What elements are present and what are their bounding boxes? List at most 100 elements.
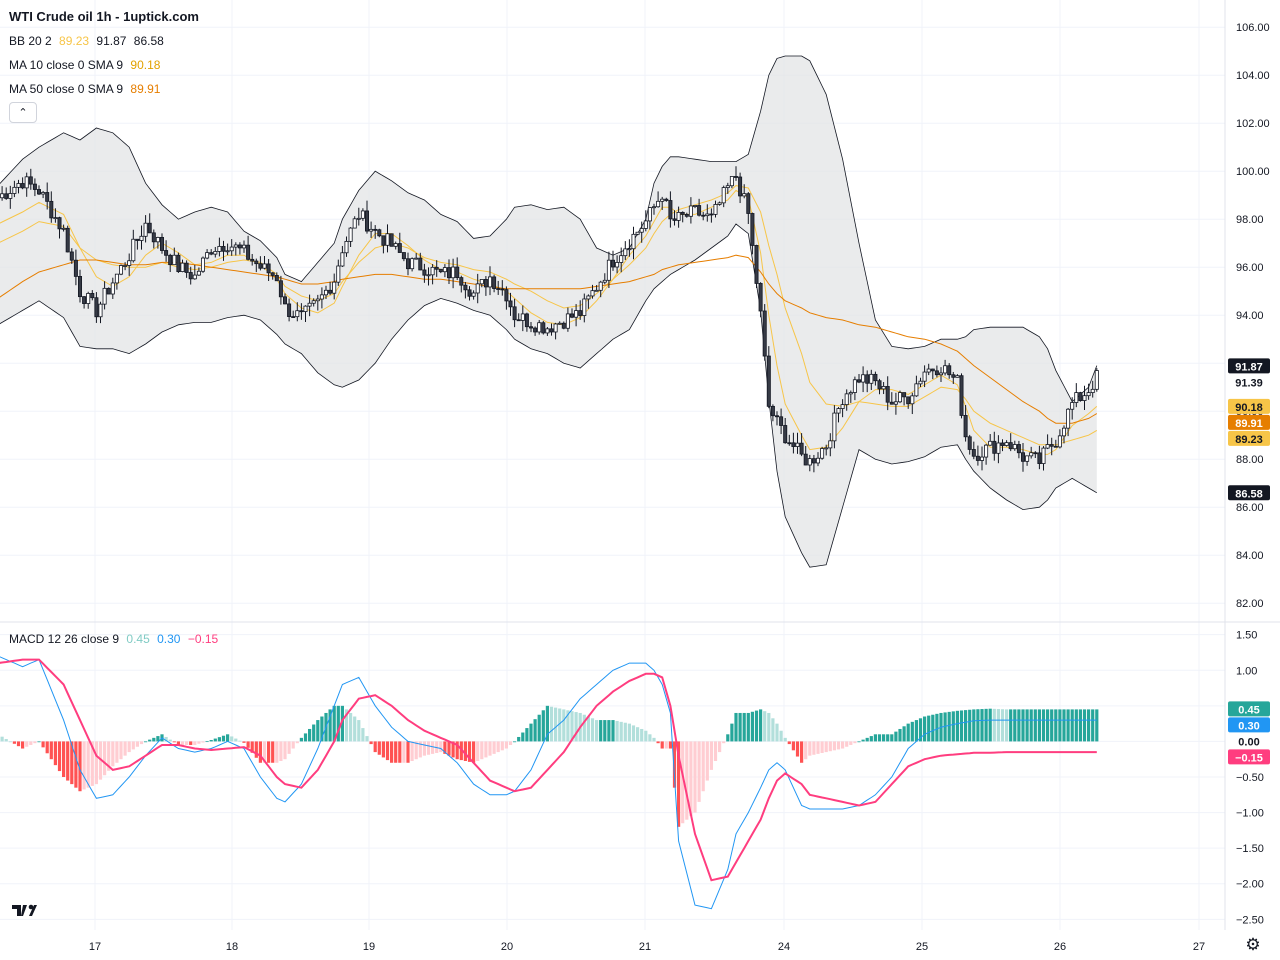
- macd-hist-bar: [472, 741, 476, 763]
- candle: [574, 304, 579, 327]
- macd-hist-bar: [262, 741, 267, 763]
- macd-hist-bar: [398, 741, 402, 763]
- macd-hist-bar: [49, 741, 53, 760]
- candle: [229, 239, 234, 256]
- value-tag: 91.87: [1228, 358, 1270, 374]
- candle: [852, 376, 857, 401]
- macd-legend[interactable]: MACD 12 26 close 9 0.45 0.30 −0.15: [9, 632, 222, 646]
- macd-hist-bar: [504, 741, 508, 749]
- macd-hist-bar: [996, 709, 1000, 742]
- macd-hist-bar: [681, 741, 685, 824]
- candle: [254, 258, 259, 273]
- macd-hist-bar: [340, 705, 344, 742]
- candle: [787, 434, 792, 446]
- candle: [688, 197, 693, 224]
- candle-body: [114, 273, 119, 284]
- candle-body: [611, 259, 616, 268]
- candle: [615, 255, 620, 274]
- candle-body: [816, 457, 821, 464]
- macd-hist-bar: [1087, 709, 1091, 742]
- candle-body: [123, 265, 128, 267]
- macd-hist-bar: [861, 739, 865, 742]
- candle: [619, 247, 624, 273]
- candle: [82, 296, 87, 309]
- macd-hist-bar: [1021, 709, 1025, 742]
- macd-hist-bar: [312, 724, 316, 742]
- macd-hist-bar: [57, 741, 62, 772]
- candle-body: [410, 258, 415, 270]
- candle-body: [487, 276, 492, 288]
- candle: [611, 250, 616, 271]
- candle-body: [102, 287, 107, 305]
- candle: [90, 290, 95, 301]
- candle: [996, 435, 1001, 464]
- candle: [389, 233, 394, 247]
- candle: [356, 207, 361, 226]
- candle: [717, 201, 722, 206]
- macd-hist-bar: [37, 741, 41, 743]
- candle-body: [561, 322, 566, 329]
- candle: [635, 231, 640, 236]
- macd-hist-bar: [709, 741, 713, 770]
- candle-body: [565, 313, 570, 329]
- macd-hist-bar: [849, 741, 853, 745]
- candle: [906, 396, 911, 409]
- tradingview-logo-icon[interactable]: [10, 900, 38, 920]
- candle: [1049, 437, 1054, 456]
- candle-body: [274, 275, 279, 282]
- macd-hist-bar: [603, 720, 607, 742]
- macd-hist-bar: [119, 741, 123, 760]
- candle: [967, 434, 972, 455]
- macd-hist-bar: [570, 711, 574, 742]
- value-tag: 89.91: [1228, 414, 1270, 430]
- value-tag-box: [1228, 749, 1270, 765]
- candle: [299, 303, 304, 320]
- candle: [180, 259, 185, 273]
- candle-body: [791, 442, 796, 447]
- candle: [545, 327, 550, 336]
- ma50-legend[interactable]: MA 50 close 0 SMA 9 89.91: [9, 82, 164, 96]
- candle-body: [676, 211, 681, 221]
- candle-body: [155, 237, 160, 243]
- price-tick-label: 96.00: [1236, 262, 1264, 274]
- candle: [69, 248, 74, 264]
- candle: [246, 235, 251, 261]
- macd-hist-bar: [98, 741, 103, 780]
- value-tag-box: [1228, 414, 1270, 430]
- candle: [20, 177, 25, 190]
- candle-body: [975, 455, 980, 461]
- candle: [155, 236, 160, 249]
- macd-hist-bar: [414, 741, 418, 760]
- candle-body: [422, 269, 427, 276]
- ma10-legend[interactable]: MA 10 close 0 SMA 9 90.18: [9, 58, 164, 72]
- candle-body: [647, 207, 652, 222]
- candle-body: [53, 217, 58, 220]
- value-tag-text: 86.58: [1235, 488, 1263, 500]
- candle-body: [442, 267, 447, 273]
- candle-body: [1057, 435, 1062, 448]
- macd-hist-bar: [619, 721, 623, 742]
- bb-legend[interactable]: BB 20 2 89.23 91.87 86.58: [9, 34, 168, 48]
- value-tag: 86.58: [1228, 485, 1270, 501]
- candle: [1033, 451, 1038, 459]
- macd-hist-bar: [357, 720, 361, 742]
- candle: [701, 211, 706, 221]
- candle: [397, 232, 402, 253]
- macd-hist-bar: [742, 712, 746, 742]
- candle-body: [405, 258, 410, 270]
- macd-hist-value: 0.45: [126, 632, 150, 646]
- candle: [102, 281, 107, 310]
- value-tag: 90.18: [1228, 398, 1270, 414]
- candle: [172, 247, 177, 266]
- legend-collapse-button[interactable]: ⌃: [9, 102, 37, 123]
- candle: [963, 405, 968, 442]
- macd-hist-bar: [12, 741, 16, 744]
- gear-icon[interactable]: ⚙: [1245, 935, 1261, 954]
- macd-hist-bar: [185, 741, 189, 745]
- macd-hist-bar: [316, 720, 320, 742]
- candle: [721, 185, 726, 208]
- candle: [434, 260, 439, 277]
- value-tag: 0.45: [1228, 701, 1270, 717]
- macd-hist-bar: [959, 710, 964, 742]
